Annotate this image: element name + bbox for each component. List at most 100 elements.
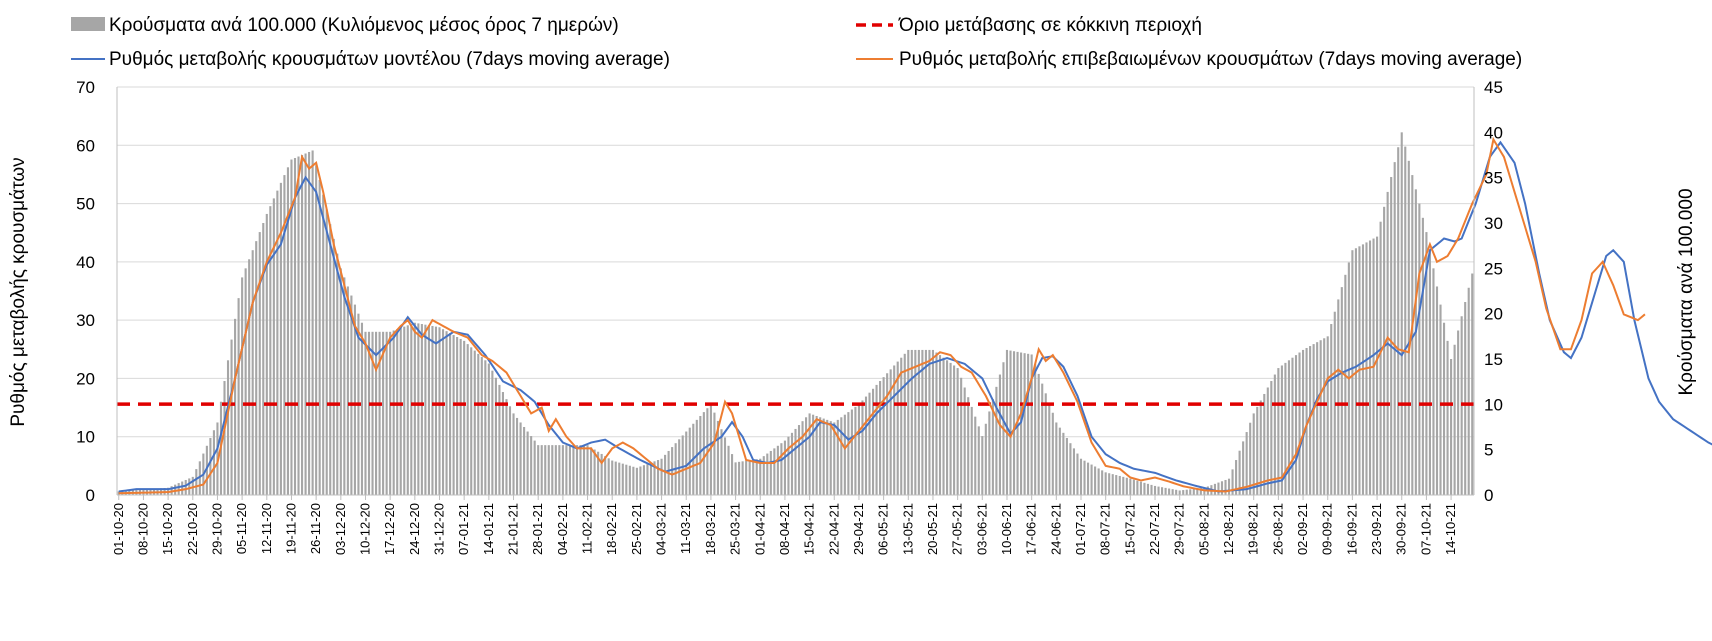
bar <box>551 445 554 495</box>
bar <box>850 409 853 495</box>
bar <box>441 329 445 495</box>
bar <box>1340 287 1343 495</box>
bar <box>1457 330 1460 495</box>
bar <box>494 377 497 495</box>
bar <box>628 465 631 495</box>
x-tick-label: 11-02-21 <box>580 503 595 554</box>
bar <box>300 155 304 495</box>
bar <box>1397 147 1400 495</box>
bar <box>1051 412 1054 495</box>
bar <box>1072 448 1076 495</box>
bar <box>1319 340 1322 495</box>
bar <box>322 194 325 495</box>
x-tick-label: 23-09-21 <box>1369 503 1384 555</box>
bar <box>1432 268 1435 495</box>
bar <box>886 373 889 495</box>
bar <box>565 445 568 495</box>
bar <box>1009 350 1012 495</box>
bar <box>808 413 811 495</box>
bar <box>470 347 473 495</box>
bar <box>1023 353 1026 495</box>
bar <box>515 417 519 495</box>
bar <box>1298 352 1301 495</box>
bar <box>1411 175 1414 496</box>
bar <box>241 277 244 495</box>
x-tick-label: 05-08-21 <box>1196 503 1211 555</box>
bar <box>1111 474 1114 495</box>
bar <box>942 357 945 495</box>
x-tick-label: 08-07-21 <box>1098 503 1113 555</box>
bar <box>1199 488 1202 495</box>
bar <box>1376 236 1379 495</box>
bar <box>568 445 571 495</box>
bar <box>597 451 600 495</box>
bar <box>988 411 991 495</box>
bar <box>519 422 522 495</box>
bar <box>998 374 1001 495</box>
bar <box>776 445 779 495</box>
bar <box>286 167 290 496</box>
bar <box>290 159 293 496</box>
bar <box>995 386 998 495</box>
bar <box>1192 488 1195 495</box>
bar <box>248 259 251 495</box>
bar <box>695 419 698 495</box>
bar <box>1418 203 1421 496</box>
bar <box>769 450 772 495</box>
bar <box>336 253 339 495</box>
x-tick-label: 01-10-20 <box>111 503 126 555</box>
bar <box>449 333 452 495</box>
x-tick-label: 22-04-21 <box>826 503 841 555</box>
x-tick-label: 04-03-21 <box>654 503 669 555</box>
bar <box>315 165 318 495</box>
x-tick-label: 02-09-21 <box>1295 503 1310 555</box>
bar <box>1231 469 1234 495</box>
bar <box>230 339 233 495</box>
bar <box>226 360 230 495</box>
bar <box>1442 322 1446 495</box>
bar <box>265 213 268 495</box>
bar <box>1263 393 1266 495</box>
bar <box>533 440 536 495</box>
bar <box>1125 477 1128 495</box>
bar <box>258 232 261 496</box>
bar <box>188 478 191 495</box>
bar <box>917 349 920 495</box>
bar <box>417 323 420 495</box>
bar <box>1330 324 1333 495</box>
bar <box>406 325 409 495</box>
bar <box>974 416 977 495</box>
x-tick-label: 14-01-21 <box>481 503 496 555</box>
bar <box>251 250 254 495</box>
y-tick-left-label: 60 <box>76 136 95 155</box>
line-confirmed <box>118 136 1646 495</box>
y-tick-right-label: 0 <box>1484 486 1493 505</box>
bar <box>1196 488 1199 495</box>
x-tick-label: 18-02-21 <box>604 503 619 555</box>
bar <box>1294 355 1298 495</box>
bar <box>1404 146 1407 496</box>
bar <box>1090 464 1093 495</box>
bar <box>1407 160 1410 496</box>
bar <box>1323 338 1326 495</box>
bar <box>868 392 871 495</box>
bar <box>1005 349 1009 495</box>
bar <box>1337 299 1340 495</box>
bar <box>783 440 786 495</box>
bar <box>438 327 441 495</box>
x-tick-label: 19-11-20 <box>283 503 298 554</box>
y-tick-left-label: 10 <box>76 428 95 447</box>
bar <box>702 412 705 495</box>
bar <box>1136 480 1139 495</box>
bar <box>505 399 508 495</box>
bar <box>1270 381 1273 495</box>
bar <box>1020 352 1023 495</box>
bar <box>861 400 864 495</box>
x-tick-label: 26-11-20 <box>308 503 323 554</box>
y-tick-left-label: 70 <box>76 78 95 97</box>
bar <box>466 344 469 495</box>
bar <box>1301 349 1305 495</box>
bar <box>773 448 776 495</box>
y-ticks-left: 0 10 20 30 40 50 60 70 <box>76 78 95 505</box>
